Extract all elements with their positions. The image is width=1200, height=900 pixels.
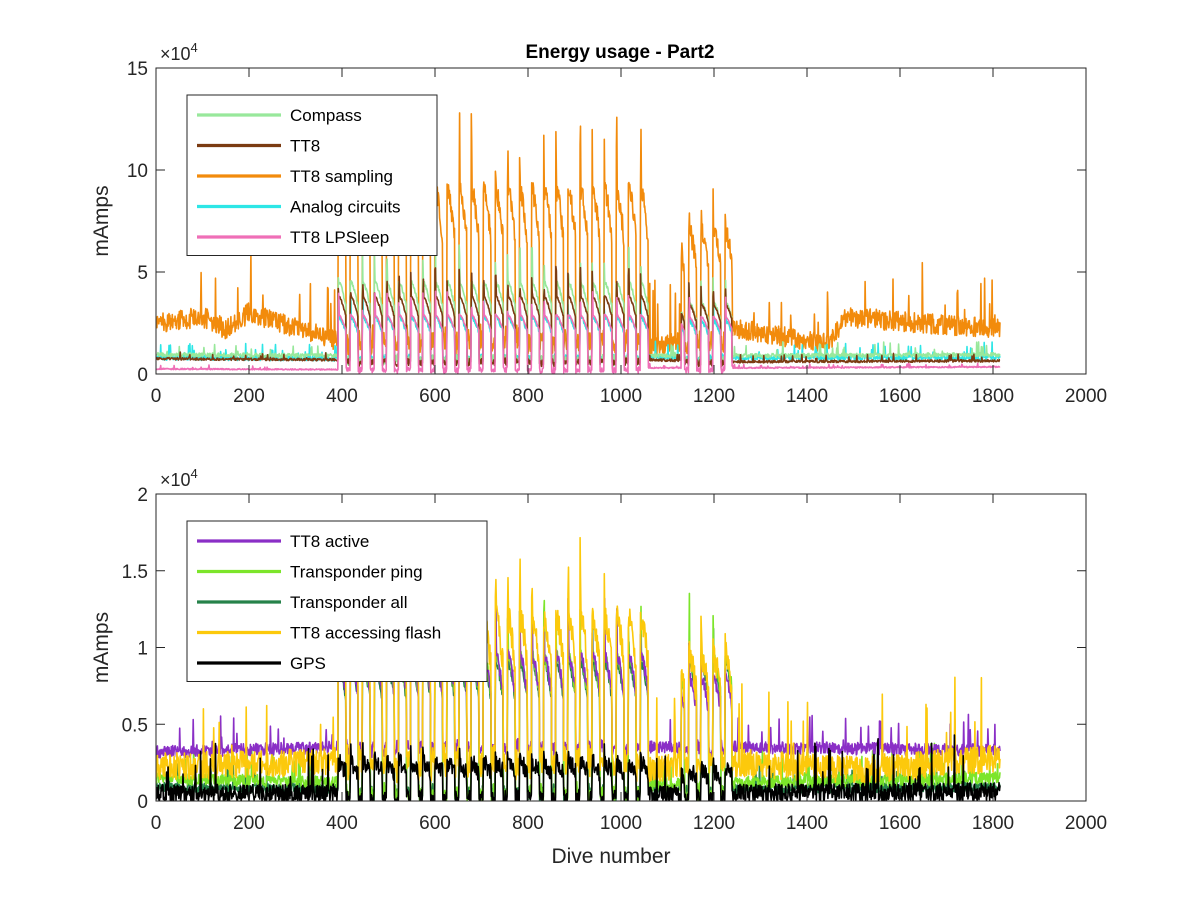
x-tick-label: 0	[151, 813, 162, 834]
series-lines	[156, 112, 1001, 374]
y-tick-label: 1	[137, 639, 148, 660]
y-tick-label: 5	[137, 263, 148, 284]
x-axis-label: Dive number	[551, 845, 670, 868]
x-tick-label: 1000	[600, 386, 642, 407]
legend: TT8 active Transponder ping Transponder al…	[186, 520, 488, 682]
x-tick-label: 1800	[972, 813, 1014, 834]
axes-bottom-energy: 0 200 400 600 800 1000 1200 1400 1600 1800 2000 0 0.…	[90, 466, 1107, 868]
y-axis-label: mAmps	[90, 612, 113, 683]
legend-entry-label: Analog circuits	[290, 198, 401, 217]
y-tick-label: 0.5	[122, 715, 148, 736]
x-tick-label: 1600	[879, 386, 921, 407]
x-tick-label: 1200	[693, 386, 735, 407]
y-tick-label: 1.5	[122, 562, 148, 583]
x-tick-label: 2000	[1065, 386, 1107, 407]
x-tick-label: 0	[151, 386, 162, 407]
x-tick-label: 600	[419, 813, 451, 834]
x-tick-label: 1200	[693, 813, 735, 834]
series-line-tt8-lpsleep	[156, 290, 1001, 374]
series-lines	[156, 536, 1001, 801]
x-tick-label: 1600	[879, 813, 921, 834]
x-tick-label: 1400	[786, 813, 828, 834]
x-tick-label: 1000	[600, 813, 642, 834]
x-tick-label: 200	[233, 813, 265, 834]
x-tick-label: 200	[233, 386, 265, 407]
y-tick-label: 0	[137, 792, 148, 813]
x-tick-label: 400	[326, 813, 358, 834]
legend-entry-label: TT8	[290, 137, 320, 156]
x-tick-label: 600	[419, 386, 451, 407]
series-line-tt8-sampling	[156, 112, 1001, 359]
legend-entry-label: TT8 sampling	[290, 167, 393, 186]
y-tick-label: 2	[137, 485, 148, 506]
x-tick-label: 1400	[786, 386, 828, 407]
series-line-gps	[156, 734, 1001, 801]
legend-entry-label: Transponder all	[290, 593, 408, 612]
axes-top-energy-part2: 0 200 400 600 800 1000 1200 1400 1600 1800 2000 0 5 1…	[90, 40, 1107, 407]
legend-entry-label: GPS	[290, 654, 326, 673]
legend-entry-label: TT8 active	[290, 532, 369, 551]
legend-entry-label: TT8 accessing flash	[290, 624, 441, 643]
series-line-tt8-accessing-flash	[156, 536, 1001, 784]
figure-title: Energy usage - Part2	[525, 42, 714, 63]
y-tick-label: 0	[137, 365, 148, 386]
y-exponent-label: ×104	[160, 466, 198, 490]
x-tick-label: 2000	[1065, 813, 1107, 834]
legend-entry-label: Compass	[290, 106, 362, 125]
legend-entry-label: Transponder ping	[290, 563, 423, 582]
y-tick-label: 10	[127, 161, 148, 182]
y-exponent-label: ×104	[160, 40, 198, 64]
series-line-tt8	[156, 265, 1001, 368]
legend: Compass TT8 TT8 sampling Analog circuits TT8…	[186, 94, 438, 256]
legend-entry-label: TT8 LPSleep	[290, 228, 389, 247]
x-tick-label: 800	[512, 813, 544, 834]
series-line-tt8-active	[156, 597, 1001, 759]
x-tick-label: 800	[512, 386, 544, 407]
x-tick-label: 400	[326, 386, 358, 407]
y-axis-label: mAmps	[90, 185, 113, 256]
x-tick-label: 1800	[972, 386, 1014, 407]
y-tick-label: 15	[127, 59, 148, 80]
